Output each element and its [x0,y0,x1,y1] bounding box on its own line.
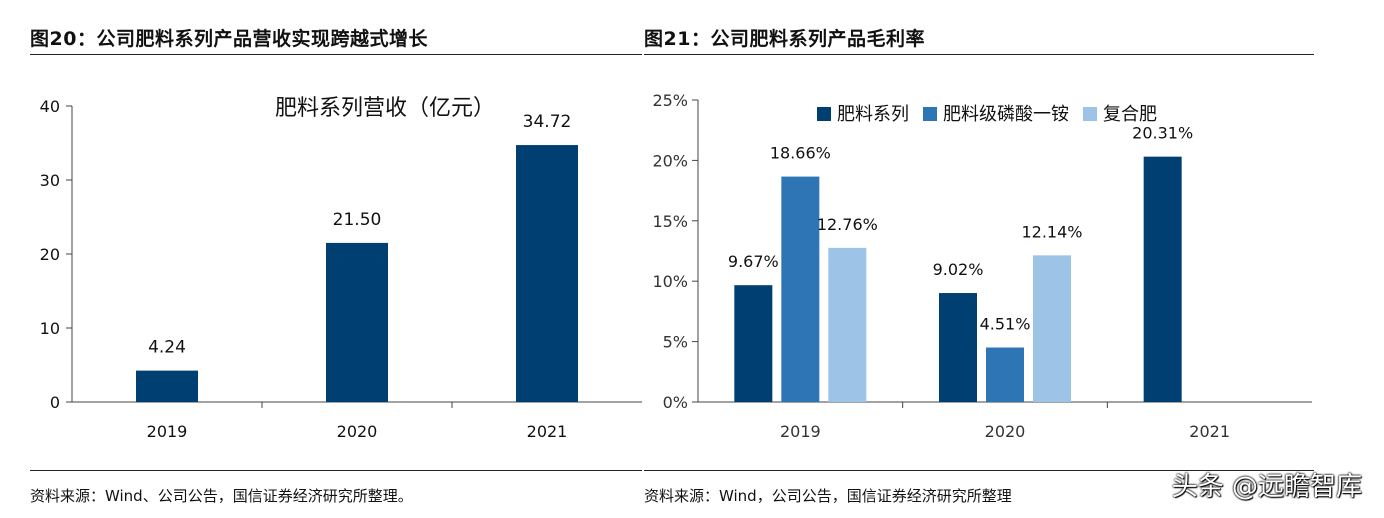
margin-bar [781,176,820,402]
y-tick-label: 0% [663,393,688,412]
y-tick-label: 15% [652,212,688,231]
margin-value-label: 18.66% [770,144,831,163]
x-category-label: 2019 [780,422,821,441]
revenue-bar [326,242,388,402]
x-category-label: 2021 [1189,422,1230,441]
y-tick-label: 5% [663,333,688,352]
left-source-note: 资料来源：Wind、公司公告，国信证券经济研究所整理。 [30,487,413,505]
margin-chart: 0% 5% 10% 15% 20% 25% 9.67% 18.66% 12.76% 2019 9.0… [652,91,1312,441]
margin-value-label: 9.02% [933,260,984,279]
y-tick-label: 20 [40,245,60,264]
margin-value-label: 12.76% [817,215,878,234]
left-figure: 图20：公司肥料系列产品营收实现跨越式增长 肥料系列营收（亿元） 0 10 20 30… [0,0,642,518]
y-tick-label: 25% [652,91,688,110]
margin-bar [939,293,977,402]
right-source-note: 资料来源：Wind，公司公告，国信证券经济研究所整理 [644,487,1012,505]
revenue-bar [136,370,198,402]
legend-label: 肥料级磷酸一铵 [943,104,1069,125]
margin-value-label: 9.67% [728,252,779,271]
legend-swatch [1083,107,1097,121]
y-tick-label: 30 [40,171,60,190]
x-category-label: 2019 [147,422,188,441]
right-figure-title: 图21：公司肥料系列产品毛利率 [644,28,925,50]
margin-bar [986,347,1024,402]
revenue-chart: 肥料系列营收（亿元） 0 10 20 30 40 4.24 2019 21.50 2020 34.… [40,96,642,441]
watermark: 头条 @远瞻智库 [1171,472,1362,502]
left-title-rule [30,54,642,55]
y-tick-label: 10% [652,272,688,291]
right-source-rule [644,470,1314,471]
legend-swatch [817,107,831,121]
right-title-rule [644,54,1314,55]
margin-bar [734,285,773,402]
left-figure-title: 图20：公司肥料系列产品营收实现跨越式增长 [30,28,428,50]
revenue-value-label: 4.24 [148,338,186,358]
revenue-bar [516,145,578,402]
legend-label: 肥料系列 [837,104,909,125]
x-category-label: 2021 [527,422,568,441]
legend-label: 复合肥 [1103,104,1157,125]
margin-value-label: 20.31% [1132,124,1193,143]
legend-swatch [923,107,937,121]
revenue-value-label: 34.72 [523,112,572,132]
margin-value-label: 12.14% [1021,222,1082,241]
margin-bar [828,247,867,402]
y-tick-label: 10 [40,319,60,338]
margin-bar [1143,156,1182,402]
x-category-label: 2020 [337,422,378,441]
revenue-chart-title: 肥料系列营收（亿元） [275,96,495,121]
left-source-rule [30,470,642,471]
y-tick-label: 40 [40,97,60,116]
x-category-label: 2020 [985,422,1026,441]
right-figure: 图21：公司肥料系列产品毛利率 0% 5% 10% 15% 20% 25% 9.67% 18.… [642,0,1384,518]
y-tick-label: 0 [50,393,60,412]
margin-value-label: 4.51% [980,315,1031,334]
margin-bar [1033,255,1071,402]
revenue-value-label: 21.50 [333,210,382,230]
y-tick-label: 20% [652,151,688,170]
